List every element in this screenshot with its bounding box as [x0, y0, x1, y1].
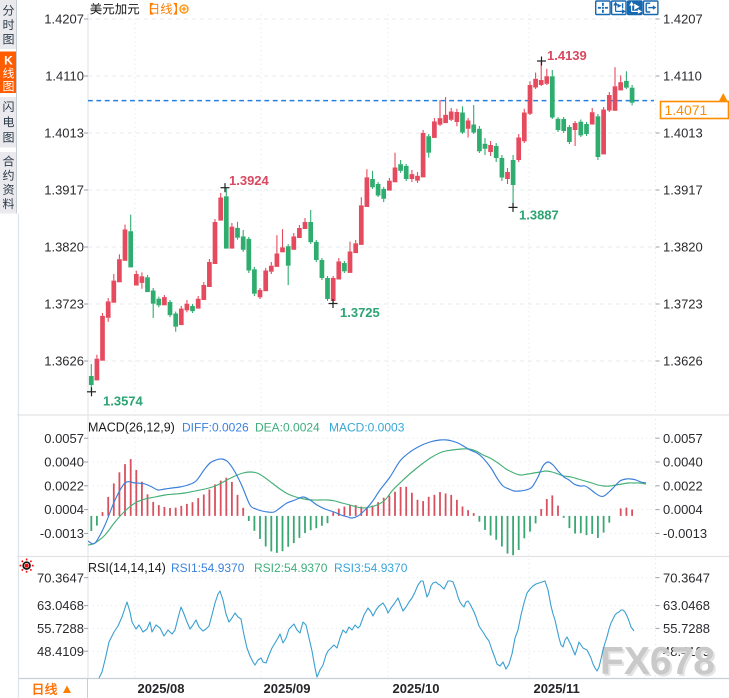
- svg-text:1.3820: 1.3820: [663, 240, 703, 255]
- svg-text:1.4139: 1.4139: [547, 48, 587, 63]
- svg-text:48.4109: 48.4109: [663, 644, 710, 659]
- svg-text:RSI2:54.9370: RSI2:54.9370: [254, 561, 328, 575]
- svg-text:70.3647: 70.3647: [663, 570, 710, 585]
- svg-text:2025/09: 2025/09: [264, 681, 311, 696]
- svg-text:RSI1:54.9370: RSI1:54.9370: [171, 561, 245, 575]
- svg-text:DIFF:0.0026: DIFF:0.0026: [182, 420, 249, 434]
- svg-text:1.4013: 1.4013: [663, 126, 703, 141]
- svg-text:70.3647: 70.3647: [37, 570, 84, 585]
- svg-text:-0.0013: -0.0013: [663, 526, 707, 541]
- svg-text:0.0004: 0.0004: [44, 502, 84, 517]
- svg-text:63.0468: 63.0468: [37, 598, 84, 613]
- svg-text:0.0040: 0.0040: [44, 455, 84, 470]
- svg-text:1.3820: 1.3820: [44, 240, 84, 255]
- svg-text:0.0004: 0.0004: [663, 502, 703, 517]
- svg-text:1.3723: 1.3723: [663, 297, 703, 312]
- svg-text:MACD(26,12,9): MACD(26,12,9): [88, 421, 175, 435]
- svg-text:2025/08: 2025/08: [138, 681, 185, 696]
- svg-text:RSI3:54.9370: RSI3:54.9370: [334, 561, 408, 575]
- svg-text:1.3574: 1.3574: [103, 394, 144, 409]
- svg-text:1.4013: 1.4013: [44, 126, 84, 141]
- svg-text:1.3626: 1.3626: [663, 354, 703, 369]
- svg-text:63.0468: 63.0468: [663, 598, 710, 613]
- svg-text:RSI(14,14,14): RSI(14,14,14): [88, 561, 166, 575]
- svg-text:K: K: [4, 54, 13, 68]
- svg-text:FX678: FX678: [600, 640, 715, 683]
- svg-text:FX678: FX678: [602, 642, 717, 685]
- svg-text:0.0040: 0.0040: [663, 455, 703, 470]
- svg-text:55.7288: 55.7288: [663, 621, 710, 636]
- svg-text:MACD:0.0003: MACD:0.0003: [329, 420, 405, 434]
- svg-text:1.4207: 1.4207: [663, 12, 703, 27]
- svg-text:1.3725: 1.3725: [340, 305, 380, 320]
- svg-text:0.0057: 0.0057: [663, 431, 703, 446]
- svg-text:1.3723: 1.3723: [44, 297, 84, 312]
- svg-text:55.7288: 55.7288: [37, 621, 84, 636]
- svg-text:48.4109: 48.4109: [37, 644, 84, 659]
- svg-text:2025/10: 2025/10: [393, 681, 440, 696]
- svg-text:1.4207: 1.4207: [44, 12, 84, 27]
- svg-text:2025/11: 2025/11: [534, 681, 580, 696]
- svg-text:DEA:0.0024: DEA:0.0024: [255, 420, 320, 434]
- svg-text:1.3924: 1.3924: [229, 173, 270, 188]
- svg-text:1.3887: 1.3887: [519, 208, 559, 223]
- svg-text:0.0057: 0.0057: [44, 431, 84, 446]
- svg-text:1.3626: 1.3626: [44, 354, 84, 369]
- svg-text:1.4071: 1.4071: [665, 102, 708, 118]
- svg-text:1.4110: 1.4110: [45, 69, 84, 84]
- svg-text:-0.0013: -0.0013: [40, 526, 84, 541]
- svg-text:1.4110: 1.4110: [663, 69, 702, 84]
- svg-text:1.3917: 1.3917: [44, 183, 84, 198]
- svg-text:0.0022: 0.0022: [44, 478, 84, 493]
- svg-text:1.3917: 1.3917: [663, 183, 703, 198]
- svg-text:0.0022: 0.0022: [663, 478, 703, 493]
